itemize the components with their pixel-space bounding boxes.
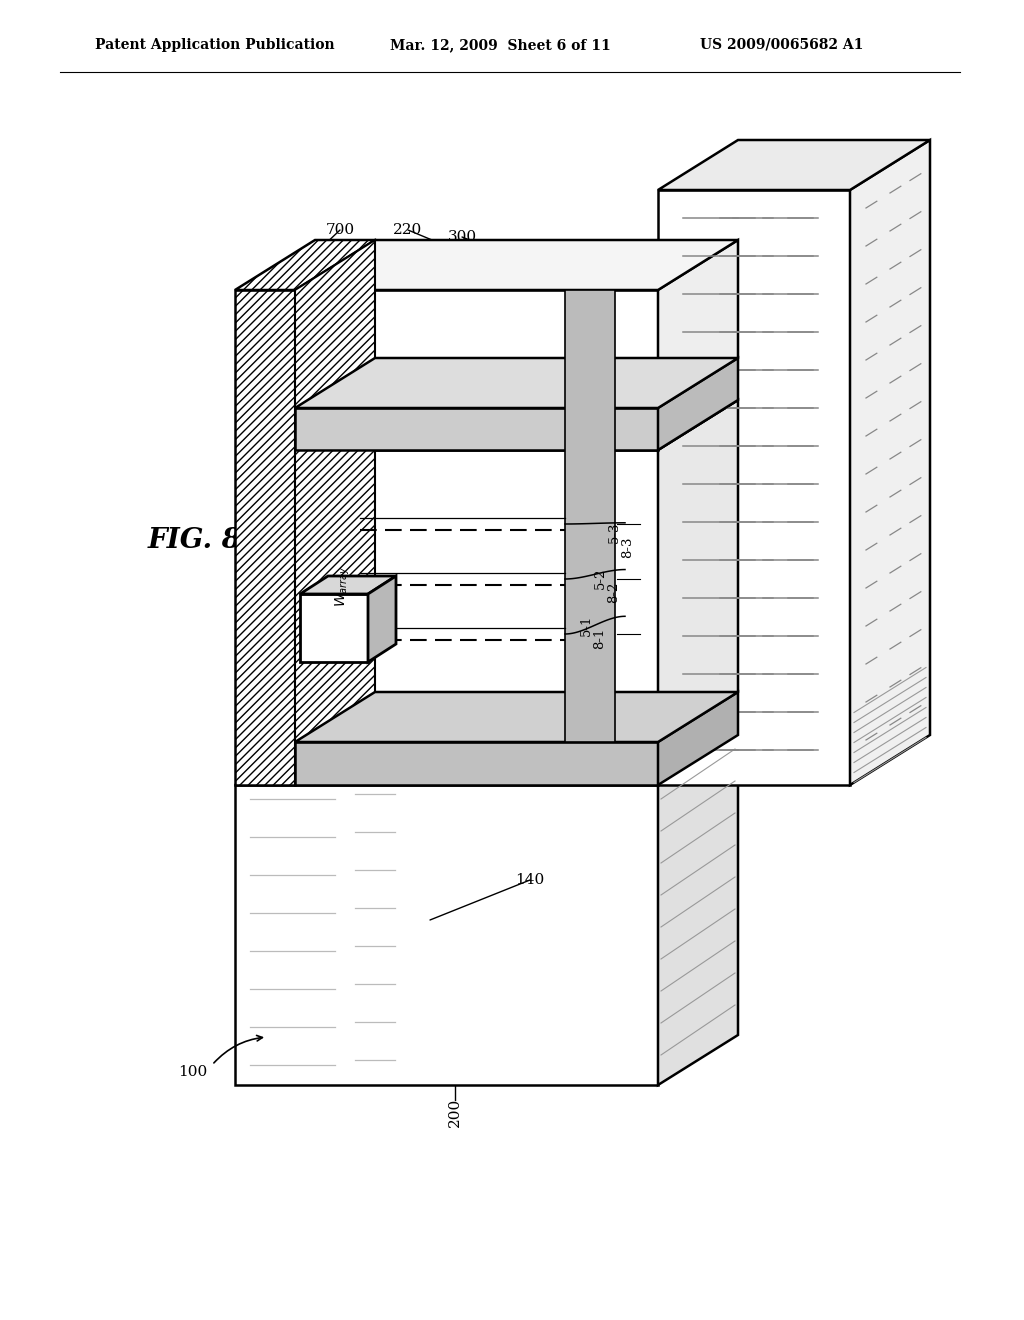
Text: Patent Application Publication: Patent Application Publication [95, 38, 335, 51]
Polygon shape [295, 450, 658, 742]
Text: $W_{array}$: $W_{array}$ [334, 565, 352, 607]
Polygon shape [295, 240, 375, 785]
Polygon shape [658, 240, 738, 408]
Text: 220: 220 [393, 223, 423, 238]
Polygon shape [295, 408, 658, 450]
Polygon shape [658, 400, 738, 742]
Polygon shape [234, 290, 295, 785]
Polygon shape [300, 594, 368, 663]
Polygon shape [658, 735, 738, 1085]
Text: 300: 300 [447, 230, 476, 244]
Polygon shape [295, 400, 738, 450]
Text: Mar. 12, 2009  Sheet 6 of 11: Mar. 12, 2009 Sheet 6 of 11 [390, 38, 610, 51]
Polygon shape [565, 290, 615, 742]
Text: 7-S: 7-S [238, 618, 262, 632]
Text: 700: 700 [326, 223, 354, 238]
Text: 140: 140 [515, 873, 545, 887]
Polygon shape [295, 742, 658, 785]
Polygon shape [234, 735, 738, 785]
Polygon shape [850, 140, 930, 785]
Text: 120: 120 [241, 682, 269, 697]
Polygon shape [234, 785, 658, 1085]
Text: 5-2: 5-2 [594, 568, 606, 589]
Polygon shape [295, 240, 738, 290]
Text: US 2009/0065682 A1: US 2009/0065682 A1 [700, 38, 863, 51]
Polygon shape [658, 692, 738, 785]
Text: 100: 100 [178, 1065, 207, 1078]
Polygon shape [658, 358, 738, 450]
Polygon shape [234, 240, 375, 290]
Polygon shape [295, 692, 738, 742]
Polygon shape [300, 576, 396, 594]
Text: 5-3: 5-3 [607, 521, 621, 543]
Polygon shape [658, 140, 930, 190]
Text: FIG. 8: FIG. 8 [148, 527, 242, 553]
Text: 5-1: 5-1 [580, 614, 593, 636]
Polygon shape [295, 290, 658, 408]
Text: 9: 9 [273, 473, 283, 487]
Text: 8-1: 8-1 [594, 627, 606, 648]
Polygon shape [368, 576, 396, 663]
Polygon shape [295, 358, 738, 408]
Text: 8-2: 8-2 [607, 581, 621, 603]
Text: 160: 160 [529, 313, 559, 327]
Polygon shape [658, 190, 850, 785]
Text: 200: 200 [449, 1097, 462, 1127]
Text: 8-3: 8-3 [622, 536, 635, 558]
